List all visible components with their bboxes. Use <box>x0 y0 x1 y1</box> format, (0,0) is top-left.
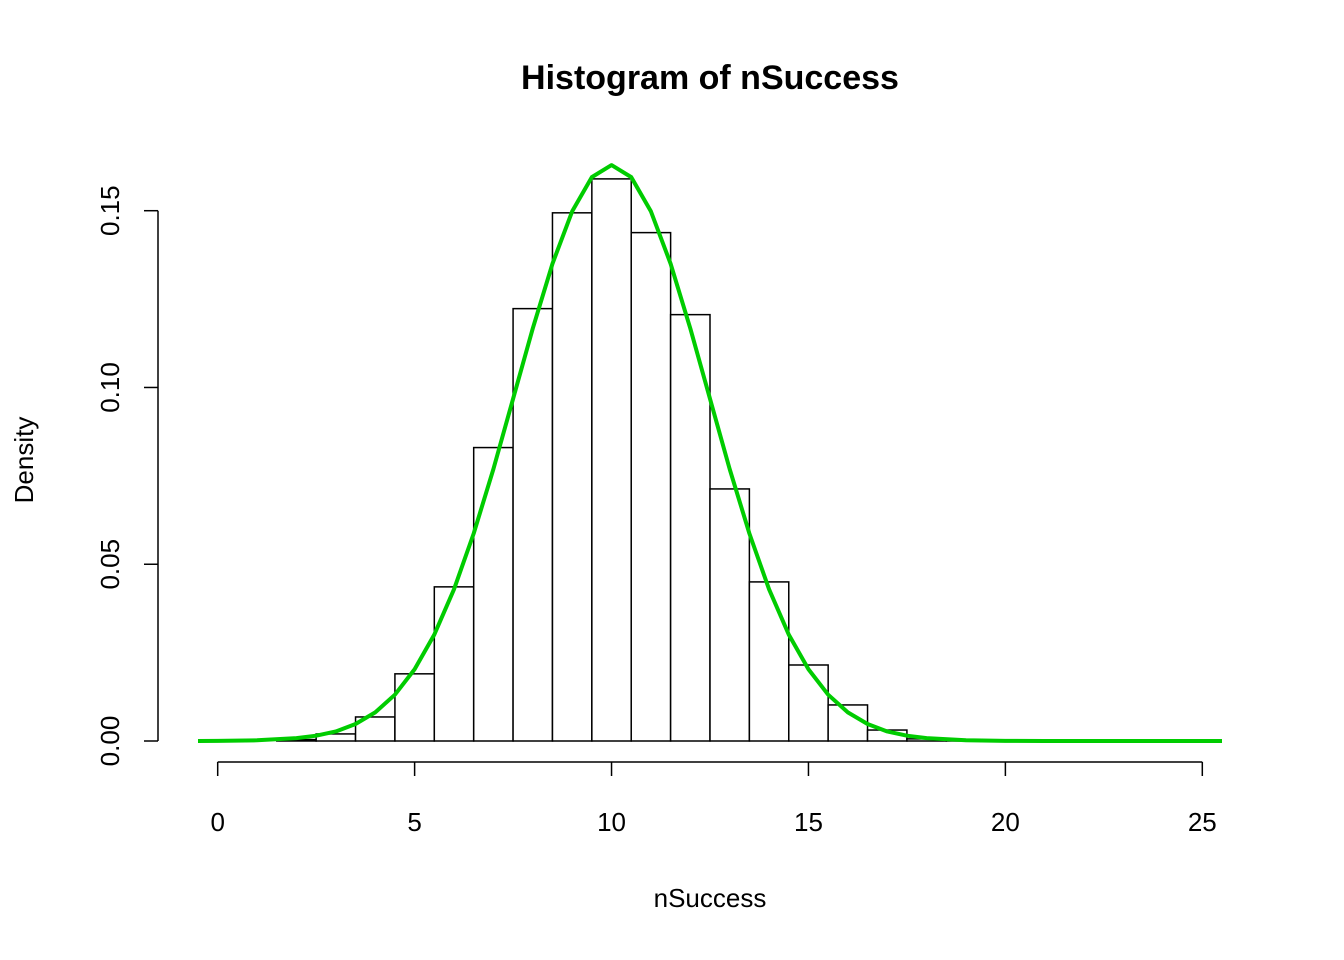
bar <box>748 581 790 742</box>
x-tick-label: 20 <box>991 807 1020 837</box>
x-tick-label: 25 <box>1188 807 1217 837</box>
bar <box>788 664 829 742</box>
bar <box>551 212 593 742</box>
y-axis-label: Density <box>9 417 39 504</box>
density-curve <box>197 163 1222 743</box>
x-tick-label: 15 <box>794 807 823 837</box>
y-tick-label: 0.15 <box>95 185 125 236</box>
x-tick-label: 5 <box>407 807 421 837</box>
chart-title: Histogram of nSuccess <box>521 59 899 97</box>
x-tick-label: 0 <box>210 807 224 837</box>
bar <box>669 313 711 742</box>
x-axis-label: nSuccess <box>654 883 767 913</box>
y-tick-label: 0.10 <box>95 362 125 413</box>
bar <box>472 446 514 742</box>
x-tick-label: 10 <box>597 807 626 837</box>
y-tick-label: 0.05 <box>95 539 125 590</box>
y-tick-label: 0.00 <box>95 716 125 767</box>
bar <box>433 586 475 742</box>
bar <box>630 231 672 742</box>
bar <box>591 178 632 742</box>
bar <box>709 488 751 742</box>
